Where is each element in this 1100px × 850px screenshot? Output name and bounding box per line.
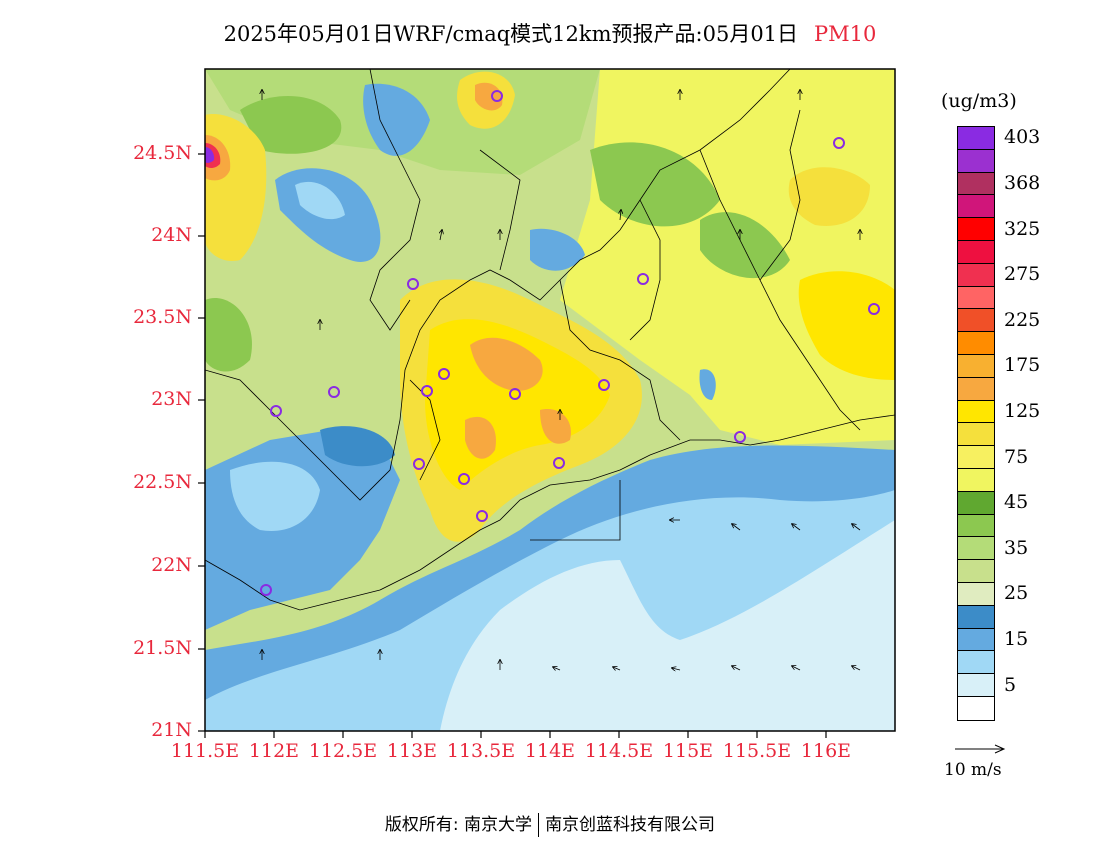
legend-swatch xyxy=(958,628,994,652)
legend-swatch xyxy=(958,582,994,606)
footer-right: 南京创蓝科技有限公司 xyxy=(545,815,716,835)
legend-label: 25 xyxy=(1004,582,1029,605)
footer-left: 版权所有: 南京大学 xyxy=(384,815,533,835)
legend-label: 403 xyxy=(1004,126,1041,149)
footer-divider xyxy=(538,813,540,837)
lat-label: 24N xyxy=(151,224,192,246)
copyright-footer: 版权所有: 南京大学 南京创蓝科技有限公司 xyxy=(0,810,1100,837)
lat-label: 21N xyxy=(151,719,192,741)
lat-label: 22.5N xyxy=(133,471,192,493)
map-title: 2025年05月01日WRF/cmaq模式12km预报产品:05月01日 PM10 xyxy=(0,18,1100,48)
legend-swatch xyxy=(958,560,994,583)
units-label: (ug/m3) xyxy=(941,90,1017,112)
lon-label: 112E xyxy=(248,740,300,762)
legend-swatch xyxy=(958,696,994,720)
wind-reference-arrow xyxy=(955,744,1006,754)
legend-label: 5 xyxy=(1004,673,1017,696)
legend-label: 175 xyxy=(1004,354,1041,377)
legend-label: 35 xyxy=(1004,536,1029,559)
legend-swatch xyxy=(958,263,994,287)
lon-label: 115.5E xyxy=(722,740,792,762)
legend-swatch xyxy=(958,468,994,492)
lon-label: 115E xyxy=(662,740,714,762)
wind-reference-label: 10 m/s xyxy=(944,760,1002,780)
title-text: 2025年05月01日WRF/cmaq模式12km预报产品:05月01日 xyxy=(223,22,799,46)
legend-swatch xyxy=(958,400,994,424)
legend-label: 225 xyxy=(1004,308,1041,331)
pollutant-label: PM10 xyxy=(814,22,877,46)
city-markers xyxy=(260,90,880,596)
axis-ticks xyxy=(198,153,827,738)
lon-label: 111.5E xyxy=(170,740,240,762)
wind-vectors xyxy=(262,90,860,670)
lon-label: 114E xyxy=(524,740,576,762)
legend-swatch xyxy=(958,172,994,196)
legend-swatch xyxy=(958,605,994,629)
legend-swatch xyxy=(958,491,994,515)
legend-label: 75 xyxy=(1004,445,1029,468)
legend-swatch xyxy=(958,149,994,173)
lat-label: 21.5N xyxy=(133,637,192,659)
legend-swatch xyxy=(958,354,994,378)
lat-label: 23N xyxy=(151,388,192,410)
legend-label: 15 xyxy=(1004,628,1029,650)
legend-swatch xyxy=(958,514,994,538)
legend-swatch xyxy=(958,423,994,447)
legend-label: 125 xyxy=(1004,400,1041,422)
lat-label: 23.5N xyxy=(133,306,192,328)
legend-swatch xyxy=(958,446,994,469)
legend-swatch xyxy=(958,195,994,219)
lat-label: 22N xyxy=(151,554,192,576)
legend-swatch xyxy=(958,286,994,310)
concentration-field xyxy=(205,69,895,731)
legend-swatch xyxy=(958,651,994,675)
legend-label: 325 xyxy=(1004,217,1041,240)
lon-label: 114.5E xyxy=(584,740,654,762)
legend-label: 45 xyxy=(1004,491,1029,514)
boundary-lines xyxy=(205,69,895,611)
legend-label: 275 xyxy=(1004,263,1041,286)
legend-swatch xyxy=(958,218,994,241)
legend-swatch xyxy=(958,309,994,333)
lon-label: 112.5E xyxy=(308,740,378,762)
lon-label: 113.5E xyxy=(446,740,516,762)
legend-swatch xyxy=(958,240,994,264)
legend-swatch xyxy=(958,332,994,355)
legend-label: 368 xyxy=(1004,172,1041,194)
legend-swatch xyxy=(958,127,994,150)
lon-label: 116E xyxy=(800,740,852,762)
lon-label: 113E xyxy=(386,740,438,762)
legend-swatch xyxy=(958,674,994,697)
color-legend xyxy=(957,126,995,721)
lat-label: 24.5N xyxy=(133,142,192,164)
legend-swatch xyxy=(958,377,994,401)
legend-swatch xyxy=(958,537,994,561)
